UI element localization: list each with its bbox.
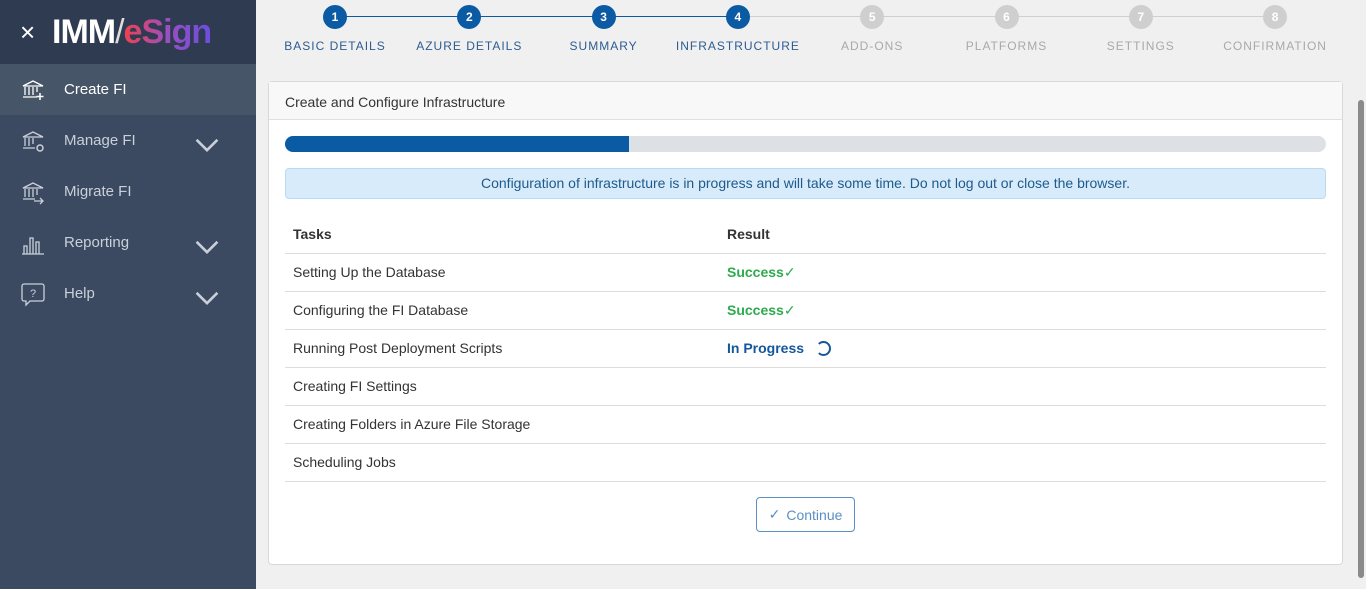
bank-arrow-icon [22,181,44,204]
sidebar-item-label: Reporting [64,234,130,251]
step-number: 7 [1128,5,1153,29]
task-name: Scheduling Jobs [285,443,719,482]
step-label: BASIC DETAILS [284,39,386,53]
column-header: Result [719,216,1326,254]
chevron-down-icon [195,291,219,306]
step-connector [872,16,1007,17]
step-connector [603,16,738,17]
chevron-down-icon [195,138,219,153]
progress-fill [285,136,629,152]
main: 1 BASIC DETAILS 2 AZURE DETAILS 3 SUMMARY 4 INF… [256,0,1356,589]
sidebar-item-migrate-fi[interactable]: Migrate FI [0,166,256,217]
svg-text:?: ? [30,288,36,300]
step-number: 5 [860,5,885,29]
progress-bar [285,136,1326,152]
table-row: Running Post Deployment Scripts In Progre… [285,329,1326,368]
step-8: 8 CONFIRMATION [1205,5,1345,53]
continue-button[interactable]: ✓ Continue [756,497,855,532]
close-icon[interactable]: × [20,16,36,47]
step-label: CONFIRMATION [1223,39,1327,53]
step-number: 8 [1263,5,1288,29]
task-name: Creating FI Settings [285,367,719,406]
sidebar-item-help[interactable]: ? Help [0,268,256,319]
bar-chart-icon [22,236,44,255]
step-label: SUMMARY [569,39,638,53]
check-icon: ✓ [768,506,781,522]
sidebar: × IMM/eSign Create FI Manage FI Migrate FI… [0,0,256,589]
step-2: 2 AZURE DETAILS [399,5,539,53]
table-row: Configuring the FI Database Success✓ [285,291,1326,330]
step-label: INFRASTRUCTURE [675,39,800,53]
status-success: Success [727,263,784,280]
task-result [719,443,1326,482]
step-5: 5 ADD-ONS [802,5,942,53]
step-number: 4 [725,5,750,29]
step-number: 1 [323,5,347,29]
bank-gear-icon [22,130,44,152]
step-3: 3 SUMMARY [534,5,674,53]
task-result: In Progress [719,329,1326,368]
task-name: Running Post Deployment Scripts [285,329,719,368]
bank-plus-icon [22,79,44,100]
step-connector [335,16,470,17]
sidebar-item-reporting[interactable]: Reporting [0,217,256,268]
column-header: Tasks [285,216,719,254]
spinner-icon [816,341,832,356]
sidebar-item-label: Help [64,285,95,302]
task-result: Success✓ [719,253,1326,292]
table-row: Scheduling Jobs [285,443,1326,482]
step-number: 3 [591,5,616,29]
step-connector [469,16,604,17]
task-result: Success✓ [719,291,1326,330]
check-icon: ✓ [783,301,796,318]
step-7: 7 SETTINGS [1071,5,1211,53]
step-label: PLATFORMS [965,39,1048,53]
task-result [719,367,1326,406]
sidebar-item-label: Create FI [64,81,127,98]
logo-bar: × IMM/eSign [0,0,256,64]
step-connector [737,16,873,17]
status-success: Success [727,301,784,318]
help-bubble-icon: ? [21,282,45,307]
check-icon: ✓ [783,263,796,280]
table-row: Creating Folders in Azure File Storage [285,405,1326,444]
task-name: Setting Up the Database [285,253,719,292]
task-name: Creating Folders in Azure File Storage [285,405,719,444]
task-name: Configuring the FI Database [285,291,719,330]
scrollbar-thumb[interactable] [1358,100,1364,578]
step-connector [1140,16,1276,17]
logo: IMM/eSign [52,12,212,51]
status-in-progress: In Progress [727,340,805,356]
step-label: AZURE DETAILS [416,39,523,53]
step-number: 6 [994,5,1019,29]
sidebar-item-manage-fi[interactable]: Manage FI [0,115,256,166]
infrastructure-card: Create and Configure Infrastructure Conf… [268,81,1343,565]
step-number: 2 [457,5,482,29]
step-4: 4 INFRASTRUCTURE [668,5,808,53]
info-alert: Configuration of infrastructure is in pr… [285,168,1326,199]
scrollbar[interactable] [1356,0,1366,589]
step-6: 6 PLATFORMS [937,5,1077,53]
chevron-down-icon [195,240,219,255]
stepper: 1 BASIC DETAILS 2 AZURE DETAILS 3 SUMMARY 4 INF… [256,0,1356,70]
card-title: Create and Configure Infrastructure [269,82,1342,120]
step-1: 1 BASIC DETAILS [265,5,405,53]
step-connector [1006,16,1141,17]
table-row: Setting Up the Database Success✓ [285,253,1326,292]
table-row: Creating FI Settings [285,367,1326,406]
tasks-table: Tasks Result Setting Up the Database Succe… [285,216,1326,482]
task-result [719,405,1326,444]
sidebar-item-label: Manage FI [64,132,136,149]
sidebar-item-create-fi[interactable]: Create FI [0,64,256,115]
step-label: ADD-ONS [841,39,904,53]
step-label: SETTINGS [1106,39,1175,53]
sidebar-item-label: Migrate FI [64,183,132,200]
